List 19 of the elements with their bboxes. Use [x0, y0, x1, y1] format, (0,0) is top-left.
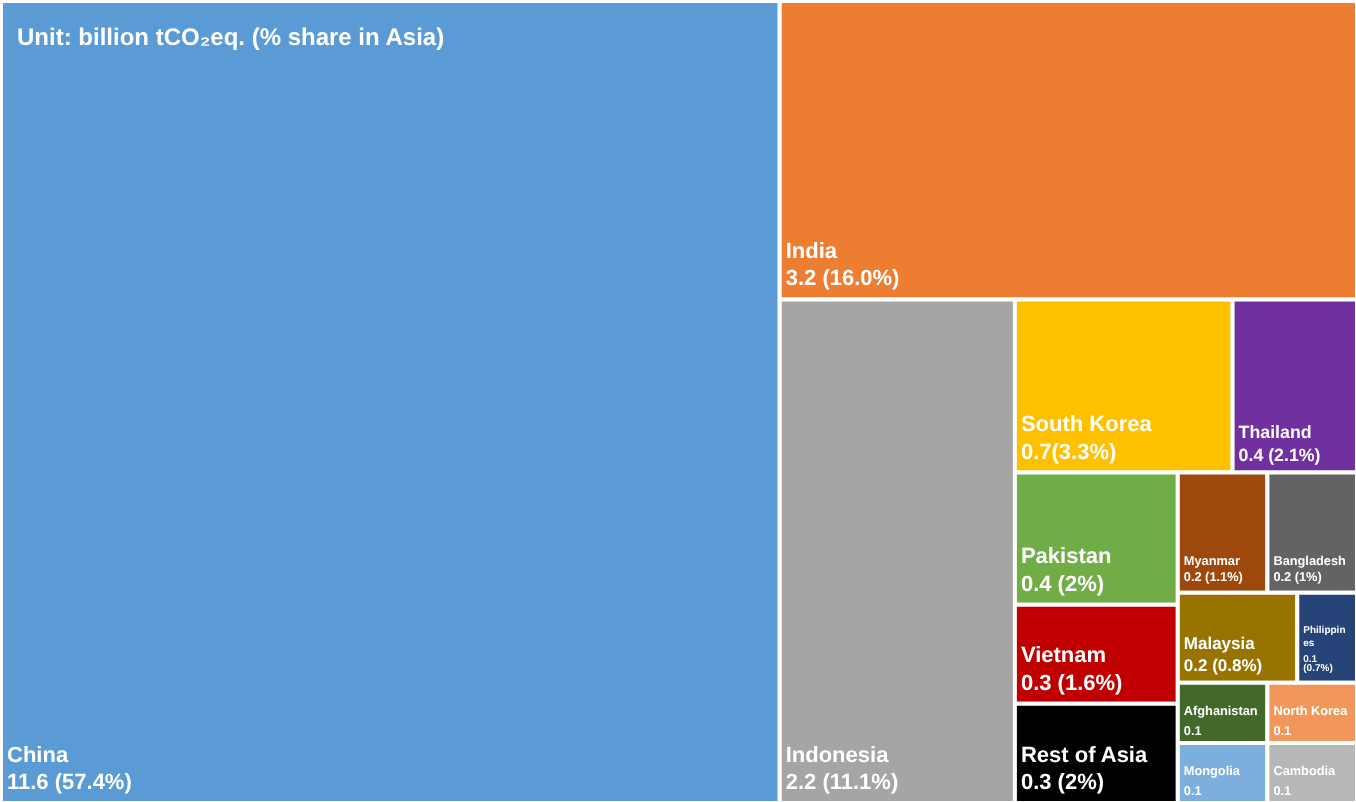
data-label: 0.2 (0.8%)	[1183, 654, 1263, 675]
text: Unit: billion tCO₂eq. (% share in Asia)	[17, 23, 445, 51]
category-label: Pakistan	[1020, 545, 1112, 570]
category-label: Rest of Asia	[1020, 743, 1149, 768]
category-label: Thailand	[1238, 422, 1312, 443]
data-label: 0.3 (1.6%)	[1020, 671, 1124, 696]
data-label: 0.4 (2.1%)	[1238, 444, 1321, 465]
data-label: 0.3 (2%)	[1020, 771, 1105, 795]
category-label: China	[7, 743, 70, 768]
data-label: 0.4 (2%)	[1020, 572, 1105, 597]
data-label: 11.6 (57.4%)	[7, 771, 133, 795]
data-label: 0.7(3.3%)	[1020, 440, 1117, 465]
category-label: Indonesia	[785, 743, 891, 768]
category-label: India	[785, 239, 839, 264]
category-label: South Korea	[1020, 413, 1154, 438]
category-label: Vietnam	[1020, 644, 1107, 669]
data-label: 3.2 (16.0%)	[785, 267, 901, 292]
data-label: 2.2 (11.1%)	[785, 771, 899, 795]
category-label: Malaysia	[1183, 633, 1256, 654]
